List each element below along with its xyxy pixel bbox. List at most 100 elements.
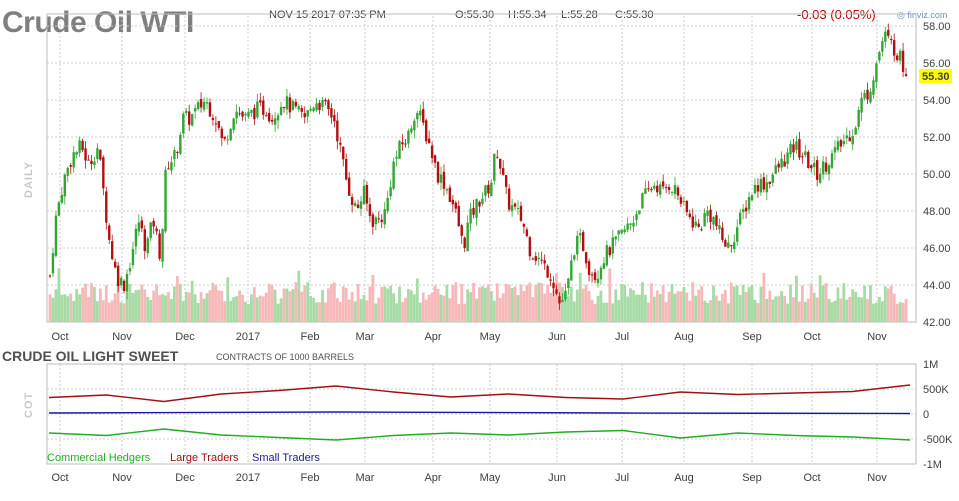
volume-bar [510, 287, 514, 322]
candle-body [581, 232, 585, 251]
candles [48, 23, 908, 310]
candle-body [262, 100, 265, 115]
volume-bar [531, 297, 535, 322]
candle-body [525, 229, 529, 237]
volume-bar [886, 288, 890, 322]
candle-body [783, 161, 786, 167]
volume-bar [347, 299, 351, 322]
volume-bar [184, 291, 188, 322]
volume-bar [365, 300, 369, 322]
volume-bar [78, 294, 82, 322]
candle-body [111, 241, 114, 260]
volume-bar [501, 293, 505, 322]
close-value: C:55.30 [615, 9, 654, 21]
volume-bar [519, 284, 523, 322]
candle-body [736, 227, 739, 242]
candle-body [673, 184, 677, 194]
volume-bar [214, 285, 218, 322]
candle-body [842, 140, 846, 145]
candle-body [682, 200, 686, 202]
candle-body [730, 245, 733, 247]
cot-x-tick-label: Oct [51, 472, 68, 484]
volume-bar [712, 285, 715, 322]
axis-labels: 58.00 56.00 54.00 52.00 50.00 48.00 46.00 44.00… [51, 21, 953, 484]
volume-bar [623, 284, 627, 322]
volume-bar [700, 286, 704, 322]
candle-body [658, 184, 662, 195]
candle-body [543, 260, 546, 264]
candle-body [833, 147, 837, 153]
volume-bar [777, 296, 781, 322]
candle-body [762, 177, 766, 190]
volume-bar [247, 303, 250, 322]
volume-bar [694, 295, 698, 322]
candle-body [155, 228, 158, 232]
candle-body [626, 223, 629, 230]
price-badge-label: 55.30 [922, 71, 950, 83]
volume-bar [161, 293, 164, 322]
candle-body [602, 263, 606, 269]
volume-bar [439, 294, 443, 322]
volume-bar [575, 289, 579, 322]
volume-bar [294, 282, 298, 322]
volume-bar [291, 289, 295, 322]
y-tick-label: 44.00 [923, 280, 951, 292]
candle-body [667, 187, 671, 191]
y-tick-label: 42.00 [923, 317, 951, 329]
volume-bar [827, 298, 831, 322]
volume-bar [143, 289, 147, 322]
candle-body [223, 136, 226, 139]
candle-body [306, 110, 309, 117]
candle-body [259, 100, 262, 103]
candle-body [558, 296, 561, 304]
volume-bar [830, 302, 834, 322]
x-tick-label: Aug [674, 331, 694, 343]
volume-bar [84, 283, 87, 322]
candle-body [238, 113, 241, 115]
volume-bar [670, 284, 674, 322]
volume-bar [208, 290, 212, 322]
candle-body [845, 135, 848, 139]
candle-body [617, 230, 620, 235]
volume-bar [860, 297, 864, 322]
candle-body [670, 191, 674, 193]
candle-body [410, 128, 413, 133]
volume-bar [436, 288, 440, 322]
candle-body [105, 191, 108, 223]
candle-body [703, 212, 706, 227]
volume-bar [220, 290, 224, 322]
volume-bar [321, 290, 324, 322]
volume-bar [457, 303, 461, 322]
volume-bar [329, 284, 333, 322]
volume-bar [771, 299, 775, 322]
volume-bar [104, 285, 108, 322]
volume-bar [555, 273, 558, 322]
volume-bar [824, 283, 828, 322]
y-tick-label: 46.00 [923, 243, 951, 255]
volume-bar [463, 303, 467, 322]
candle-body [226, 139, 229, 141]
candle-body [676, 187, 680, 196]
candle-body [810, 165, 813, 169]
volume-bar [735, 285, 739, 322]
candle-body [250, 109, 253, 113]
candle-body [66, 167, 69, 176]
volume-bar [90, 283, 93, 322]
volume-bar [546, 284, 550, 322]
volume-bar [238, 290, 241, 322]
candle-body [113, 261, 117, 268]
volume-bar [125, 292, 129, 322]
candle-body [69, 165, 72, 167]
volume-bar [395, 303, 398, 322]
volume-bar [792, 297, 795, 322]
legend-hedgers: Commercial Hedgers [47, 452, 151, 464]
candle-body [404, 143, 407, 145]
volume-bar [833, 300, 837, 322]
candle-body [78, 140, 81, 153]
volume-bar [572, 301, 576, 322]
candle-body [294, 101, 298, 107]
candle-body [561, 299, 564, 302]
volume-bar [267, 283, 271, 322]
volume-bar [611, 303, 615, 322]
candle-body [786, 152, 789, 165]
